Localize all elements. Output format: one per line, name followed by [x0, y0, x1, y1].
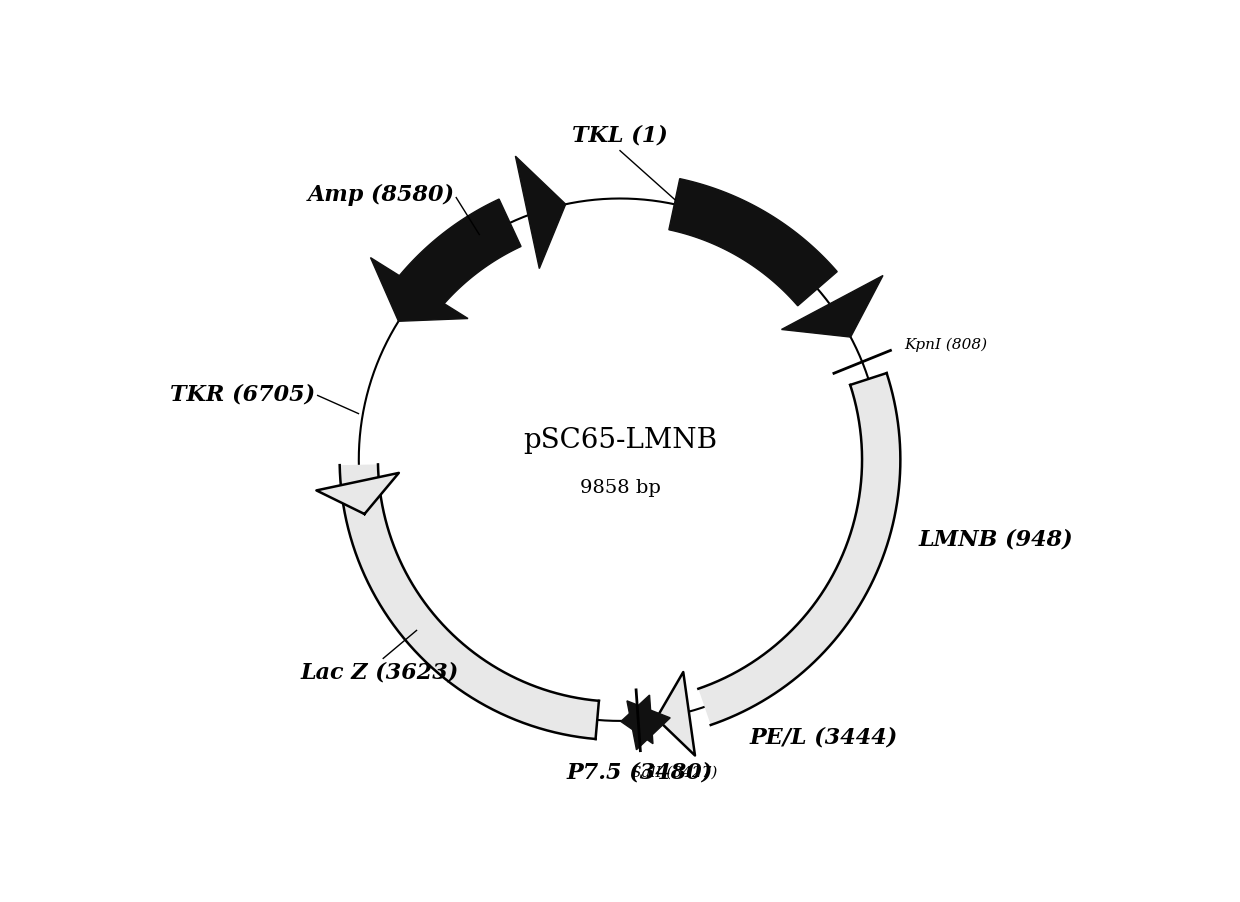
Text: LMNB (948): LMNB (948)	[919, 529, 1073, 551]
Polygon shape	[371, 258, 467, 321]
Polygon shape	[393, 199, 521, 315]
Polygon shape	[668, 179, 837, 306]
Text: pSC65-LMNB: pSC65-LMNB	[523, 427, 717, 454]
Text: 9858 bp: 9858 bp	[579, 479, 661, 497]
Polygon shape	[340, 465, 599, 739]
Polygon shape	[627, 701, 670, 750]
Text: SalI (3427): SalI (3427)	[631, 766, 717, 780]
Text: TKR (6705): TKR (6705)	[170, 384, 315, 406]
Text: P7.5 (3480): P7.5 (3480)	[567, 761, 713, 784]
Text: KpnI (808): KpnI (808)	[904, 337, 987, 352]
Text: Amp (8580): Amp (8580)	[308, 184, 455, 207]
Polygon shape	[656, 672, 694, 756]
Polygon shape	[516, 156, 565, 269]
Polygon shape	[781, 275, 883, 337]
Polygon shape	[316, 473, 399, 514]
Text: Lac Z (3623): Lac Z (3623)	[301, 661, 459, 683]
Text: TKL (1): TKL (1)	[572, 124, 668, 146]
Polygon shape	[621, 695, 653, 743]
Polygon shape	[698, 373, 900, 725]
Text: PE/L (3444): PE/L (3444)	[749, 726, 898, 749]
